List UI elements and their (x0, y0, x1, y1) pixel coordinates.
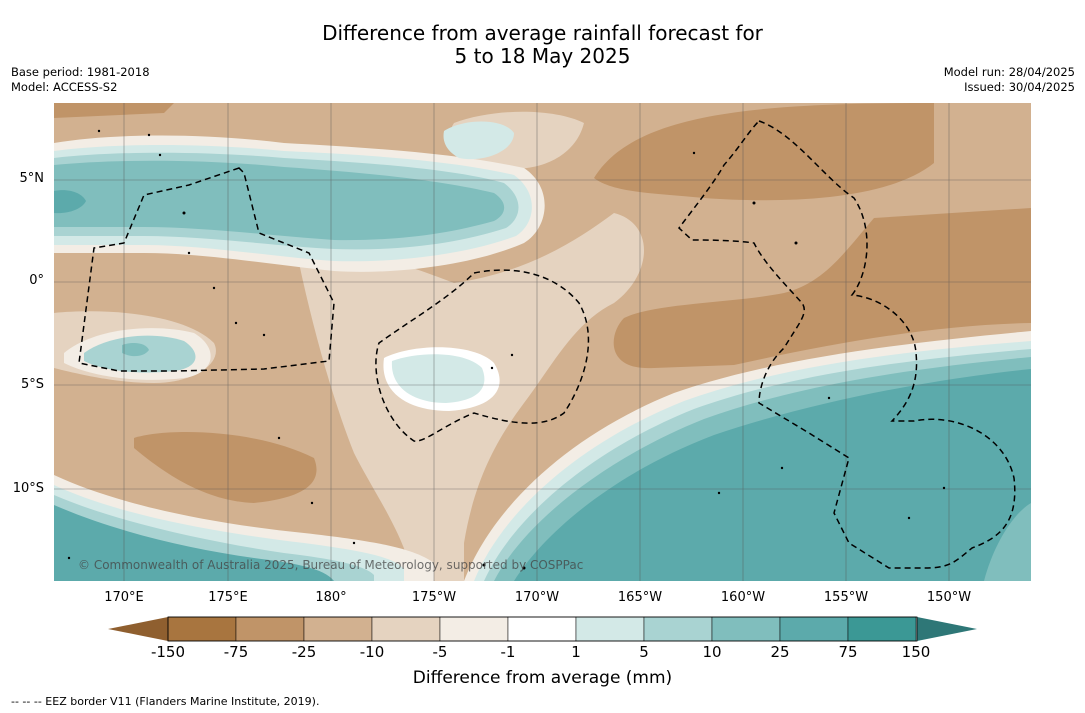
title-line-1: Difference from average rainfall forecas… (322, 21, 763, 45)
colorbar-bin (847, 616, 917, 642)
lat-label-10s: 10°S (12, 481, 44, 496)
rainfall-map (54, 103, 1031, 581)
copyright-notice: © Commonwealth of Australia 2025, Bureau… (78, 558, 584, 572)
lon-label-160w: 160°W (720, 590, 766, 605)
model-run: Model run: 28/04/2025 (943, 65, 1075, 79)
lat-label-5n: 5°N (19, 171, 45, 186)
colorbar-min-arrow (108, 617, 168, 641)
issued-date: Issued: 30/04/2025 (964, 80, 1075, 94)
colorbar-tick: 1 (571, 643, 581, 661)
colorbar-tick: -150 (150, 643, 186, 661)
colorbar-tick: 10 (702, 643, 722, 661)
wet-se-corner (984, 503, 1031, 581)
colorbar-bin (371, 616, 441, 642)
map-title: Difference from average rainfall forecas… (0, 22, 1085, 68)
colorbar-tick: 150 (901, 643, 931, 661)
colorbar-outline (167, 616, 918, 642)
eez-borders (78, 120, 1016, 569)
lon-label-170w: 170°W (514, 590, 560, 605)
colorbar-bin (235, 616, 305, 642)
graticule (54, 103, 1031, 581)
lon-label-150w: 150°W (926, 590, 972, 605)
title-line-2: 5 to 18 May 2025 (454, 44, 631, 68)
colorbar-max-arrow (917, 617, 977, 641)
colorbar-bin (507, 616, 577, 642)
colorbar-tick: 25 (770, 643, 790, 661)
wet-se-75 (514, 369, 1031, 581)
wet-blob-north (443, 121, 514, 160)
wet-core-nw (54, 190, 86, 214)
dry-patch-nw (54, 103, 174, 118)
dry-patch-east (613, 208, 1031, 369)
dry-patch-north (594, 103, 934, 201)
colorbar-bin (303, 616, 373, 642)
dry-patch-southwest (134, 432, 317, 503)
lon-label-170e: 170°E (104, 590, 144, 605)
colorbar-tick: -25 (291, 643, 317, 661)
wet-blob-central (391, 354, 485, 403)
colorbar-tick: -10 (359, 643, 385, 661)
lon-label-155w: 155°W (823, 590, 869, 605)
lat-label-0: 0° (29, 273, 44, 288)
colorbar-title: Difference from average (mm) (412, 668, 673, 688)
colorbar-bin (575, 616, 645, 642)
colorbar-bin (643, 616, 713, 642)
islands (67, 129, 946, 570)
lat-label-5s: 5°S (20, 377, 44, 392)
colorbar-tick: 75 (838, 643, 858, 661)
colorbar (108, 616, 977, 642)
colorbar-tick: -1 (500, 643, 516, 661)
wet-core-west (122, 342, 149, 357)
colorbar-tick: 5 (639, 643, 649, 661)
colorbar-bin (167, 616, 237, 642)
lon-label-180: 180° (315, 590, 347, 605)
meta-left: Base period: 1981-2018 Model: ACCESS-S2 (11, 65, 150, 95)
colorbar-bin (439, 616, 509, 642)
colorbar-tick: -5 (432, 643, 448, 661)
colorbar-tick: -75 (223, 643, 249, 661)
lon-label-165w: 165°W (617, 590, 663, 605)
colorbar-bin (779, 616, 849, 642)
eez-footnote: -- -- -- EEZ border V11 (Flanders Marine… (11, 695, 320, 708)
model-name: Model: ACCESS-S2 (11, 80, 118, 94)
lon-label-175e: 175°E (208, 590, 248, 605)
colorbar-bins (167, 616, 917, 642)
wet-band-north-25 (54, 160, 505, 241)
colorbar-bin (711, 616, 781, 642)
lon-label-175w: 175°W (411, 590, 457, 605)
base-period: Base period: 1981-2018 (11, 65, 150, 79)
meta-right: Model run: 28/04/2025 Issued: 30/04/2025 (944, 65, 1075, 95)
